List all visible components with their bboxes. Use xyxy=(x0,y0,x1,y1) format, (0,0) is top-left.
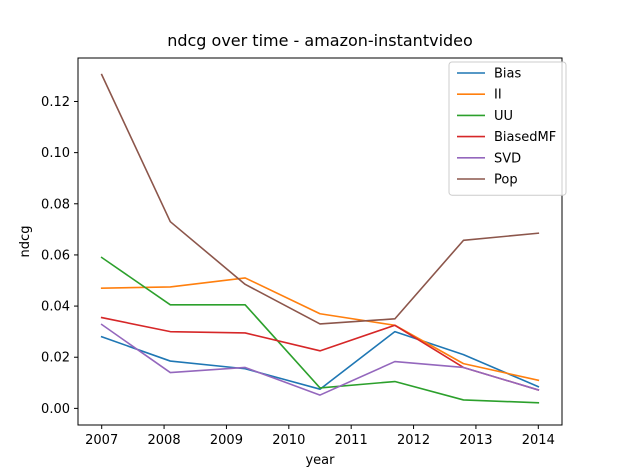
series-line-bias xyxy=(100,330,540,391)
legend-box xyxy=(448,61,567,196)
x-tick-label: 2011 xyxy=(335,433,368,448)
x-tick-label: 2010 xyxy=(272,433,305,448)
y-tick-label: 0.10 xyxy=(41,146,70,161)
series-line-uu xyxy=(100,256,540,404)
y-tick-label: 0.12 xyxy=(41,95,70,110)
x-tick-label: 2013 xyxy=(459,433,492,448)
legend-label: Pop xyxy=(494,173,518,188)
plot-lines xyxy=(100,73,540,404)
axes-frame xyxy=(77,57,563,426)
x-axis-ticks: 2007 2008 2009 2010 2011 2012 2013 2014 xyxy=(85,425,555,448)
y-tick-label: 0.02 xyxy=(41,351,70,366)
chart-title: ndcg over time - amazon-instantvideo xyxy=(167,31,473,50)
legend: Bias II UU BiasedMF SVD Pop xyxy=(448,61,567,196)
x-axis-title: year xyxy=(305,453,335,468)
y-axis-title: ndcg xyxy=(18,226,33,258)
y-axis-ticks: 0.00 0.02 0.04 0.06 0.08 0.10 0.12 xyxy=(41,95,78,417)
x-tick-label: 2009 xyxy=(210,433,243,448)
legend-label: II xyxy=(494,88,502,103)
x-tick-label: 2014 xyxy=(522,433,555,448)
series-line-svd xyxy=(100,323,540,396)
y-tick-label: 0.00 xyxy=(41,402,70,417)
series-line-pop xyxy=(100,73,540,325)
y-tick-label: 0.08 xyxy=(41,197,70,212)
y-tick-label: 0.04 xyxy=(41,300,70,315)
legend-label: BiasedMF xyxy=(494,130,556,145)
series-line-ii xyxy=(100,277,540,382)
legend-label: Bias xyxy=(494,67,521,82)
x-tick-label: 2007 xyxy=(85,433,118,448)
x-tick-label: 2008 xyxy=(148,433,181,448)
legend-label: SVD xyxy=(494,151,521,166)
y-tick-label: 0.06 xyxy=(41,248,70,263)
x-tick-label: 2012 xyxy=(397,433,430,448)
legend-label: UU xyxy=(494,109,513,124)
